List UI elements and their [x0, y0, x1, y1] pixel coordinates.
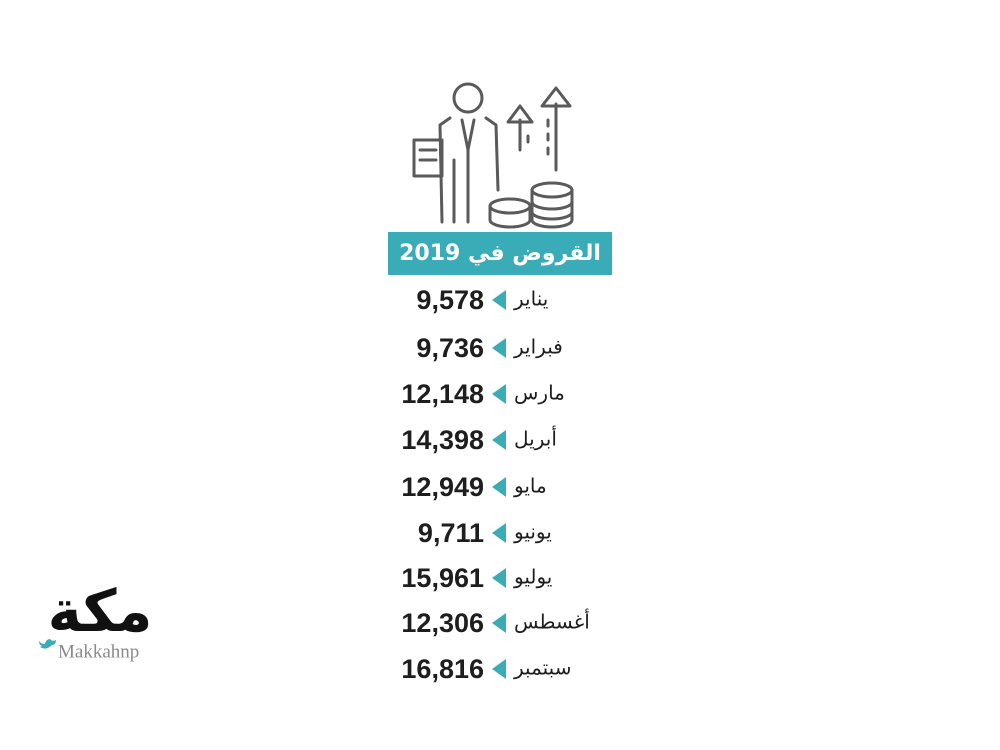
arrow-marker	[492, 523, 506, 543]
icon	[412, 82, 574, 229]
logo-name: مكة	[48, 577, 153, 645]
loan-value: 12,949	[401, 472, 484, 502]
month-name: فبراير	[513, 335, 563, 359]
month-name: مارس	[514, 381, 565, 405]
loan-list: 9,578 يناير 9,736 فبراير 12,148 مارس 14,398 أبر…	[401, 285, 589, 684]
title: القروض في 2019	[399, 241, 601, 266]
arrow-marker	[492, 430, 506, 450]
arrow-marker	[492, 659, 506, 679]
month-name: يونيو	[513, 520, 552, 544]
arrow-marker	[492, 477, 506, 497]
arrow-marker	[492, 338, 506, 358]
loan-value: 16,816	[401, 654, 484, 684]
logo-handle: Makkahnp	[58, 641, 139, 662]
loan-value: 12,306	[401, 608, 484, 638]
loan-value: 15,961	[401, 563, 484, 593]
month-name: يناير	[513, 287, 548, 311]
bird-icon	[39, 639, 56, 649]
arrow-marker	[492, 384, 506, 404]
month-name: أغسطس	[514, 609, 590, 634]
month-name: يوليو	[513, 565, 552, 589]
loan-value: 14,398	[401, 425, 484, 455]
arrow-marker	[492, 290, 506, 310]
loan-value: 12,148	[401, 379, 484, 409]
arrow-marker	[492, 613, 506, 633]
loan-value: 9,711	[418, 518, 484, 548]
month-name: سبتمبر	[513, 656, 571, 680]
logo: مكة Makkahnp	[39, 577, 152, 662]
title-bar	[388, 232, 612, 275]
arrow-marker	[492, 568, 506, 588]
loan-value: 9,736	[416, 333, 484, 363]
month-name: أبريل	[514, 426, 557, 451]
month-name: مايو	[513, 474, 547, 498]
loan-value: 9,578	[416, 285, 484, 315]
